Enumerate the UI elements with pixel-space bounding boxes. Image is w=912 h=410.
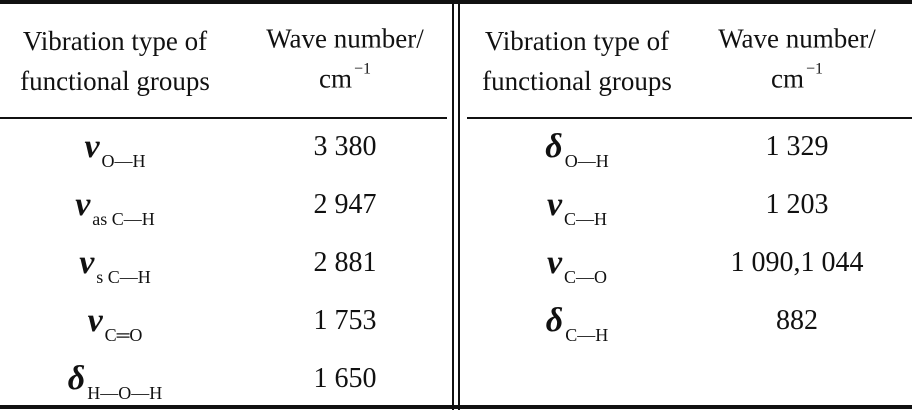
wave-number: 1 203	[765, 189, 829, 220]
vibration-type: ν C—O	[546, 244, 607, 287]
vibration-type: ν O—H	[84, 128, 145, 171]
vibration-subscript: C—H	[565, 325, 609, 345]
vibration-type: ν as C—H	[75, 186, 155, 229]
unit: cm	[318, 63, 352, 94]
vibration-symbol: ν	[546, 244, 563, 281]
top-rule	[0, 0, 912, 4]
header-rule	[0, 117, 447, 119]
wave-number: 1 753	[313, 305, 377, 336]
header-cell: Wave number/cm −1	[266, 19, 424, 104]
wave-number: 2 881	[313, 247, 377, 278]
unit-exponent: −1	[353, 60, 372, 78]
vibration-symbol: ν	[546, 186, 563, 223]
vibration-symbol: δ	[67, 360, 86, 397]
vibration-type: ν C—H	[546, 186, 607, 229]
wave-number: 1 090,1 044	[730, 247, 864, 278]
vibration-subscript: C═O	[104, 325, 143, 345]
header-line: Wave number/	[718, 23, 876, 54]
vibration-subscript: s C—H	[96, 267, 151, 287]
vibration-symbol: ν	[87, 302, 103, 339]
wave-number: 882	[776, 305, 818, 336]
header-rule	[467, 117, 912, 119]
header-line: Wave number/	[266, 23, 424, 54]
divider	[452, 0, 454, 410]
vibration-subscript: O—H	[101, 151, 146, 171]
vibration-symbol: ν	[75, 186, 91, 223]
header-line: functional groups	[482, 66, 672, 96]
vibration-subscript: O—H	[564, 151, 609, 171]
vibration-subscript: as C—H	[92, 209, 155, 229]
wave-number: 3 380	[313, 131, 377, 162]
bottom-rule	[0, 405, 912, 409]
vibration-type: ν C═O	[87, 302, 143, 345]
vibration-symbol: δ	[545, 128, 563, 165]
divider	[458, 0, 460, 410]
header-cell: Vibration type of functional groups	[482, 21, 672, 101]
unit-exponent: −1	[805, 60, 824, 78]
vibration-subscript: C—H	[564, 209, 608, 229]
header-cell: Vibration type of functional groups	[20, 21, 210, 101]
vibration-type: δ O—H	[545, 128, 608, 171]
vibration-type: δ H—O—H	[67, 360, 162, 403]
unit: cm	[770, 63, 804, 94]
header-line: cm −1	[266, 59, 424, 104]
header-line: functional groups	[20, 66, 210, 96]
vibration-symbol: δ	[545, 302, 564, 339]
header-line: Vibration type of	[22, 26, 208, 56]
header-line: Vibration type of	[484, 26, 670, 56]
vibration-type: δ C—H	[545, 302, 608, 345]
vibration-symbol: ν	[79, 244, 95, 281]
vibration-symbol: ν	[84, 128, 100, 165]
header-line: cm −1	[718, 59, 876, 104]
vibration-subscript: H—O—H	[87, 383, 163, 403]
wave-number: 1 329	[765, 131, 829, 162]
wave-number: 1 650	[313, 363, 377, 394]
wave-number: 2 947	[313, 189, 377, 220]
vibration-subscript: C—O	[564, 267, 608, 287]
header-cell: Wave number/cm −1	[718, 19, 876, 104]
